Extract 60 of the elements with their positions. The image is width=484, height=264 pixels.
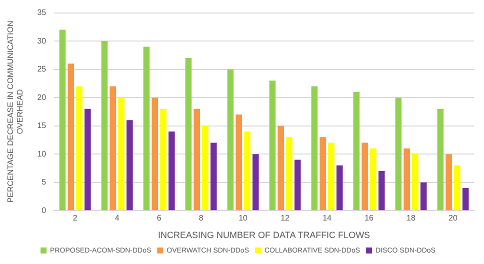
bar: [269, 80, 276, 210]
bar: [311, 86, 318, 210]
y-tick-label: 25: [37, 64, 47, 74]
bar: [370, 148, 376, 210]
y-tick-label: 35: [37, 8, 47, 18]
x-tick-label: 20: [448, 214, 458, 223]
bar: [420, 182, 427, 210]
x-tick-label: 12: [280, 214, 290, 223]
bar: [395, 98, 402, 210]
bar: [278, 126, 284, 210]
bar: [152, 98, 158, 210]
y-tick-label: 5: [42, 178, 47, 187]
y-tick-label: 30: [37, 36, 47, 46]
bar: [437, 108, 444, 210]
x-tick-label: 14: [322, 214, 332, 223]
y-tick-label: 15: [37, 121, 47, 130]
bar: [378, 171, 385, 210]
x-tick-label: 4: [114, 214, 120, 223]
bar: [462, 188, 469, 210]
bar: [210, 142, 217, 210]
bar: [227, 69, 234, 210]
x-axis-title: INCREASING NUMBER OF DATA TRAFFIC FLOWS: [158, 230, 370, 240]
bar: [412, 154, 418, 210]
bar: [59, 30, 66, 210]
x-tick-label: 10: [238, 214, 248, 223]
x-tick-label: 8: [198, 214, 204, 223]
bar: [362, 142, 368, 210]
bar: [336, 165, 343, 210]
bar: [202, 126, 208, 210]
bar: [286, 137, 292, 210]
bar: [101, 41, 108, 210]
y-tick-label: 10: [37, 149, 47, 158]
bar: [252, 154, 259, 210]
bar: [446, 154, 452, 210]
x-tick-label: 16: [364, 214, 374, 223]
bar: [353, 92, 360, 210]
y-tick-label: 20: [37, 92, 47, 102]
x-tick-label: 6: [156, 214, 162, 223]
bar: [84, 108, 91, 210]
bar: [118, 98, 124, 210]
bar: [328, 142, 334, 210]
bar: [76, 86, 82, 210]
bar: [126, 120, 133, 210]
bar: [454, 165, 460, 210]
y-axis-title: PERCENTAGE DECREASE IN COMMUNICATION OVERHEAD: [6, 20, 25, 203]
bar: [160, 108, 166, 210]
x-tick-label: 18: [406, 214, 416, 223]
bar: [236, 114, 242, 210]
bar: [143, 46, 150, 210]
x-tick-label: 2: [72, 214, 78, 223]
bar: [404, 148, 410, 210]
bar: [294, 160, 301, 210]
bar: [168, 131, 175, 210]
bar: [68, 64, 74, 210]
bar: [320, 137, 326, 210]
bar: [244, 131, 250, 210]
y-tick-label: 0: [42, 206, 47, 215]
bar: [185, 58, 192, 210]
bar: [110, 86, 116, 210]
bar: [194, 108, 200, 210]
